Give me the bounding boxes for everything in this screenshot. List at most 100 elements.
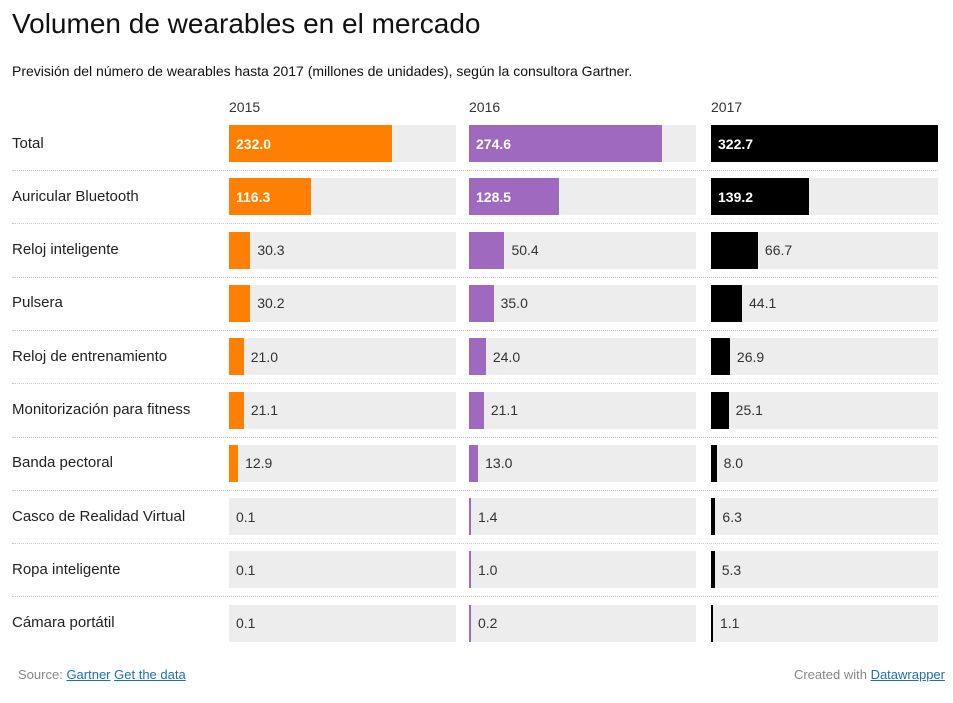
bar-cell: 6.3 xyxy=(711,498,938,536)
bar xyxy=(469,391,484,429)
bar xyxy=(469,338,486,376)
category-label: Ropa inteligente xyxy=(12,560,121,578)
category-label: Reloj de entrenamiento xyxy=(12,347,168,365)
value-label: 24.0 xyxy=(492,348,521,365)
row-separator xyxy=(12,223,938,225)
bar xyxy=(469,231,505,269)
source-label: Source: xyxy=(18,667,63,682)
value-label: 35.0 xyxy=(500,295,528,312)
created-with-label: Created with xyxy=(793,667,867,682)
value-label: 30.2 xyxy=(257,295,285,312)
bar-cell: 139.2 xyxy=(711,178,938,216)
value-label: 0.1 xyxy=(236,561,256,578)
bar-cell: 5.3 xyxy=(711,551,938,589)
bar-cell: 24.0 xyxy=(469,338,696,376)
bar xyxy=(711,444,717,482)
row-separator xyxy=(12,329,938,331)
get-the-data-link[interactable]: Get the data xyxy=(114,667,186,682)
year-header-2016: 2016 xyxy=(469,99,501,115)
value-label: 139.2 xyxy=(718,188,754,205)
bar-cell: 1.4 xyxy=(469,498,696,536)
category-label: Monitorización para fitness xyxy=(12,401,191,418)
bar xyxy=(711,231,758,269)
bar-cell: 21.1 xyxy=(469,391,696,429)
value-label: 5.3 xyxy=(721,561,742,578)
value-label: 50.4 xyxy=(511,242,539,259)
bar-cell: 26.9 xyxy=(711,338,938,376)
bar xyxy=(229,231,251,269)
bar xyxy=(469,284,494,322)
value-label: 13.0 xyxy=(485,455,513,472)
value-label: 116.3 xyxy=(236,188,271,205)
category-label: Cámara portátil xyxy=(12,614,115,632)
value-label: 274.6 xyxy=(476,135,512,152)
value-label: 128.5 xyxy=(476,188,512,205)
bar xyxy=(711,551,715,589)
value-label: 25.1 xyxy=(735,402,763,418)
category-label: Total xyxy=(12,134,44,152)
value-label: 66.7 xyxy=(764,242,793,259)
bar-cell: 66.7 xyxy=(711,231,938,269)
bar xyxy=(229,444,239,482)
bar-cell: 50.4 xyxy=(469,231,696,269)
value-label: 0.2 xyxy=(478,615,498,632)
year-header-2017: 2017 xyxy=(711,99,743,115)
bar-cell: 0.1 xyxy=(229,604,456,642)
year-header-2015: 2015 xyxy=(229,99,261,115)
bar xyxy=(229,338,244,376)
bar xyxy=(711,391,729,429)
bar xyxy=(469,444,479,482)
bar-cell: 25.1 xyxy=(711,391,938,429)
category-label: Pulsera xyxy=(12,294,63,312)
category-label: Casco de Realidad Virtual xyxy=(12,507,186,525)
value-label: 0.1 xyxy=(236,615,256,632)
value-label: 0.1 xyxy=(236,508,256,525)
bar-cell: 21.0 xyxy=(229,338,456,376)
row-separator xyxy=(12,170,938,171)
bar-cell: 274.6 xyxy=(469,125,696,162)
bar xyxy=(229,178,311,216)
value-label: 44.1 xyxy=(749,295,777,312)
chart-title: Volumen de wearables en el mercado xyxy=(12,8,481,39)
bar xyxy=(469,498,471,536)
bar xyxy=(711,338,730,376)
bar xyxy=(229,125,393,162)
bar-cell: 30.3 xyxy=(229,231,456,269)
value-label: 8.0 xyxy=(723,455,744,472)
value-label: 21.0 xyxy=(250,348,279,365)
row-separator xyxy=(12,383,938,385)
bar-cell: 35.0 xyxy=(469,284,696,322)
value-label: 30.3 xyxy=(257,242,285,259)
bar xyxy=(711,178,809,216)
datawrapper-credit: Created with Datawrapper xyxy=(794,667,945,682)
bar xyxy=(711,604,713,642)
bar xyxy=(469,551,471,589)
bar-cell: 21.1 xyxy=(229,391,456,429)
value-label: 6.3 xyxy=(722,508,742,525)
bar-cell: 30.2 xyxy=(229,284,456,322)
value-label: 1.4 xyxy=(478,508,498,525)
bar-cell: 13.0 xyxy=(469,444,696,482)
bar-cell: 0.1 xyxy=(229,498,456,536)
bar-cell: 322.7 xyxy=(711,125,938,162)
category-label: Reloj inteligente xyxy=(12,241,119,259)
category-label: Auricular Bluetooth xyxy=(12,187,139,205)
bar-cell: 116.3 xyxy=(229,178,456,216)
chart-subtitle: Previsión del número de wearables hasta … xyxy=(12,63,633,79)
source-link-gartner[interactable]: Gartner xyxy=(66,667,111,682)
bar xyxy=(711,284,743,322)
row-separator xyxy=(12,596,938,598)
bar-cell: 1.0 xyxy=(469,551,696,589)
bar xyxy=(469,178,560,216)
row-separator xyxy=(12,489,938,491)
bar-cell: 12.9 xyxy=(229,444,456,482)
value-label: 21.1 xyxy=(490,402,519,418)
source-credit: Source: Gartner Get the data xyxy=(18,667,186,682)
bar-cell: 0.2 xyxy=(469,604,696,642)
bar-cell: 8.0 xyxy=(711,444,938,482)
bar xyxy=(469,604,471,642)
datawrapper-link[interactable]: Datawrapper xyxy=(870,667,945,682)
row-separator xyxy=(12,276,938,278)
bar xyxy=(229,391,244,429)
category-label: Banda pectoral xyxy=(12,454,113,472)
